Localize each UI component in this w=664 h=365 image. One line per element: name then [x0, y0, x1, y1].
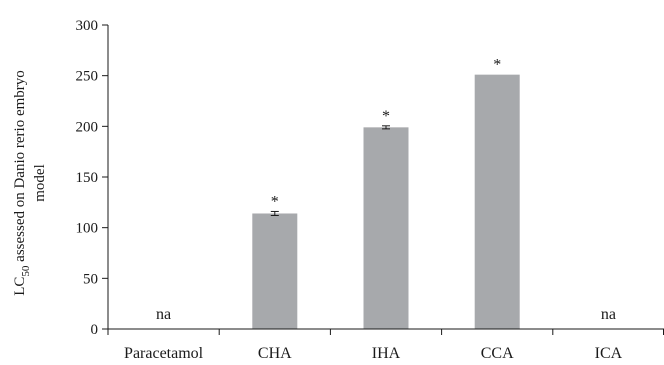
x-tick-label: CHA: [258, 345, 292, 362]
y-axis-title-line2: model: [32, 164, 48, 202]
bars: na * * * na: [156, 57, 616, 329]
x-tick-label: ICA: [595, 345, 623, 362]
y-axis-title-lc: LC: [12, 277, 28, 296]
x-tick-label: IHA: [372, 345, 401, 362]
y-axis-title-rest: assessed on Danio rerio embryo: [12, 70, 28, 265]
y-tick-label: 0: [91, 322, 99, 338]
y-tick-label: 200: [76, 119, 99, 135]
y-tick-label: 150: [76, 170, 99, 186]
na-label: na: [601, 306, 616, 323]
bar: [363, 127, 409, 329]
y-tick-label: 100: [76, 221, 99, 237]
y-axis: 0 50 100 150 200 250 300: [76, 18, 109, 338]
y-axis-title-subscript: 50: [20, 265, 32, 277]
x-tick-label: CCA: [481, 345, 514, 362]
na-label: na: [156, 306, 171, 323]
y-axis-title: LC50 assessed on Danio rerio embryo mode…: [12, 70, 48, 296]
significance-star: *: [271, 193, 279, 210]
x-axis: Paracetamol CHA IHA CCA ICA: [107, 328, 664, 362]
y-tick-label: 300: [76, 18, 99, 34]
bar: [474, 74, 520, 329]
x-tick-label: Paracetamol: [124, 345, 204, 362]
svg-text:LC50 assessed on Danio rerio e: LC50 assessed on Danio rerio embryo: [12, 70, 32, 296]
bar: [252, 213, 298, 329]
significance-star: *: [382, 108, 390, 125]
y-tick-label: 250: [76, 69, 99, 85]
significance-star: *: [493, 57, 501, 74]
y-tick-label: 50: [83, 271, 98, 287]
